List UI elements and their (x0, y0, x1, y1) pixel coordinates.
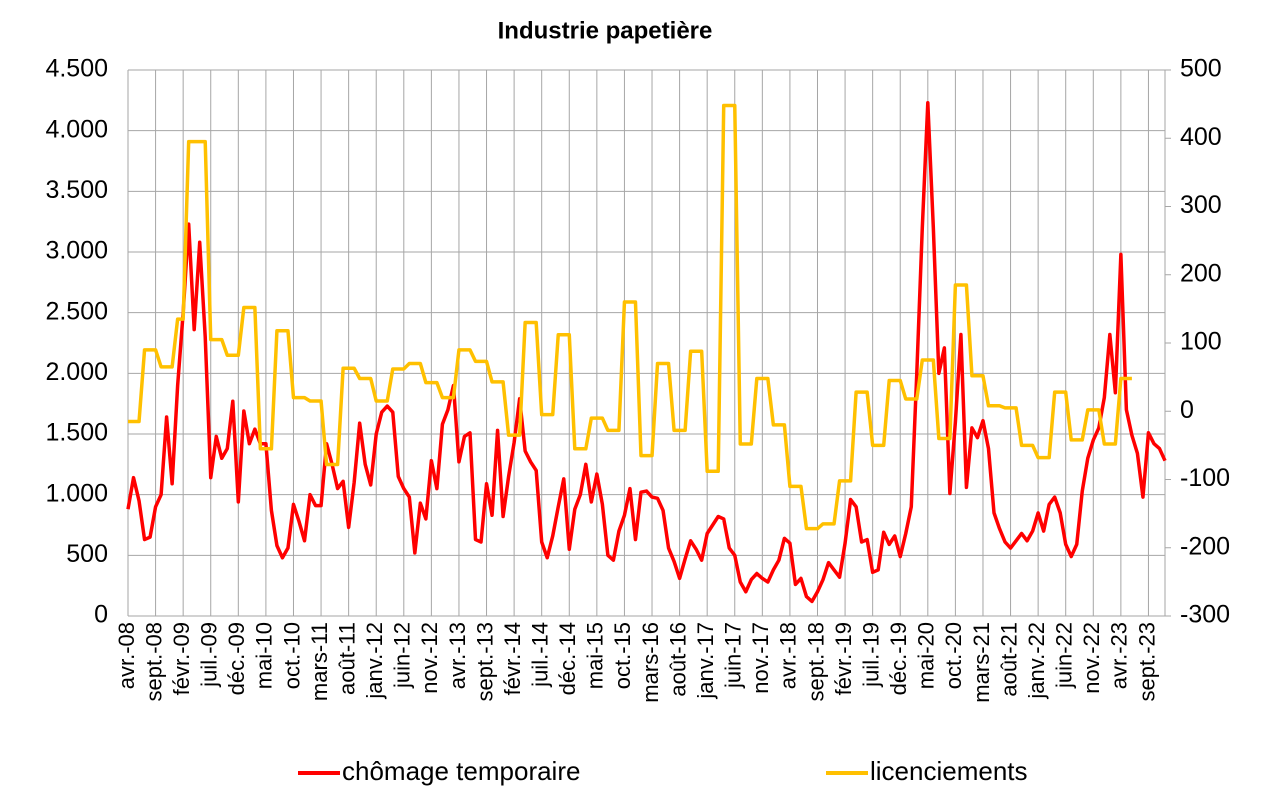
x-tick-label: juil.-09 (197, 622, 222, 688)
y2-tick-label: 400 (1180, 123, 1222, 151)
y2-tick-label: -100 (1180, 464, 1230, 492)
y2-tick-label: 200 (1180, 259, 1222, 287)
x-tick-label: nov.-12 (417, 622, 442, 694)
x-tick-label: juin-17 (721, 622, 746, 689)
x-tick-label: août-16 (665, 622, 690, 697)
x-tick-label: déc.-19 (886, 622, 911, 695)
x-tick-label: août-11 (334, 622, 359, 695)
x-tick-label: janv.-17 (693, 622, 718, 700)
x-tick-label: oct.-15 (610, 622, 635, 689)
x-tick-label: mai-10 (252, 622, 277, 689)
x-tick-label: juin-12 (390, 622, 415, 689)
x-tick-label: janv.-12 (362, 622, 387, 700)
y2-tick-label: 0 (1180, 396, 1194, 424)
x-tick-label: févr.-09 (169, 622, 194, 695)
x-tick-label: avr.-18 (776, 622, 801, 689)
x-tick-label: oct.-10 (279, 622, 304, 689)
x-tick-label: mars-21 (969, 622, 994, 703)
x-tick-label: oct.-20 (941, 622, 966, 689)
chart-title: Industrie papetière (498, 17, 713, 44)
x-tick-label: déc.-14 (555, 622, 580, 695)
x-tick-label: nov.-22 (1079, 622, 1104, 694)
x-tick-label: nov.-17 (748, 622, 773, 694)
y2-tick-label: 100 (1180, 328, 1222, 356)
x-tick-label: sept.-23 (1134, 622, 1159, 702)
y-tick-label: 4.500 (45, 55, 108, 83)
y-tick-label: 3.000 (45, 237, 108, 265)
legend-label: chômage temporaire (342, 756, 580, 786)
legend-label: licenciements (870, 756, 1028, 786)
y2-tick-label: 300 (1180, 191, 1222, 219)
series-line (128, 103, 1132, 531)
x-tick-label: avr.-08 (114, 622, 139, 689)
x-tick-label: mai-20 (914, 622, 939, 689)
x-tick-label: avr.-23 (1107, 622, 1132, 689)
x-tick-label: août-21 (996, 622, 1021, 697)
x-tick-label: févr.-14 (500, 622, 525, 695)
x-tick-label: févr.-19 (831, 622, 856, 695)
x-tick-label: sept.-13 (472, 622, 497, 702)
y-tick-label: 4.000 (45, 115, 108, 143)
series-line (126, 101, 1167, 604)
x-tick-label: avr.-13 (445, 622, 470, 689)
y-tick-label: 500 (66, 540, 108, 568)
x-tick-label: mars-16 (638, 622, 663, 703)
y-tick-label: 1.500 (45, 419, 108, 447)
y-tick-label: 0 (94, 601, 108, 629)
y-tick-label: 3.500 (45, 176, 108, 204)
x-tick-label: mai-15 (583, 622, 608, 689)
x-tick-label: sept.-08 (141, 622, 166, 702)
y-tick-label: 2.500 (45, 297, 108, 325)
y-tick-label: 1.000 (45, 479, 108, 507)
y2-tick-label: 500 (1180, 55, 1222, 83)
y2-tick-label: -300 (1180, 601, 1230, 629)
x-tick-label: déc.-09 (224, 622, 249, 695)
x-tick-label: mars-11 (307, 622, 332, 701)
y2-tick-label: -200 (1180, 532, 1230, 560)
x-tick-label: juil.-14 (528, 622, 553, 688)
x-tick-label: juin-22 (1052, 622, 1077, 689)
y-tick-label: 2.000 (45, 358, 108, 386)
x-tick-label: juil.-19 (858, 622, 883, 688)
x-tick-label: janv.-22 (1024, 622, 1049, 700)
x-tick-label: sept.-18 (803, 622, 828, 702)
